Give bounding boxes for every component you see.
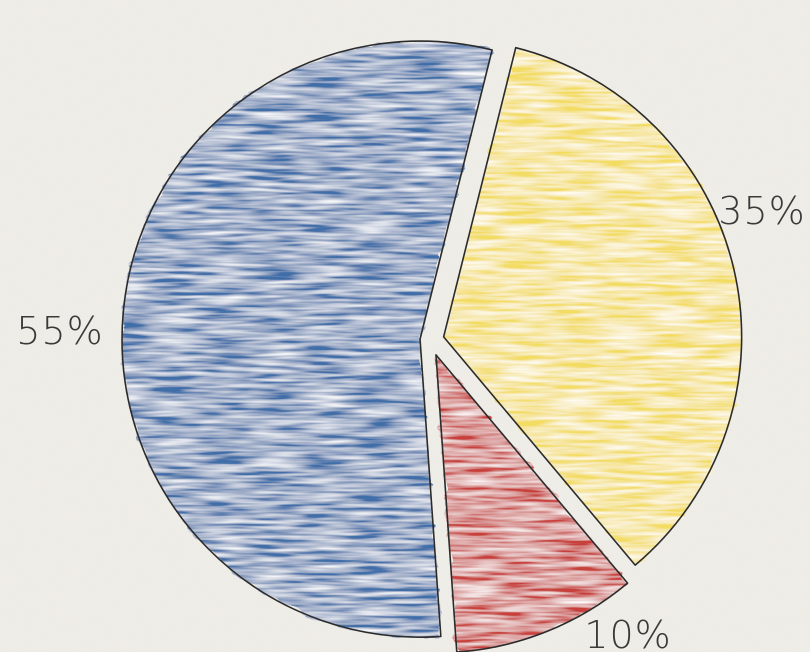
pie-slice-label: 35%	[718, 189, 805, 233]
pie-slice-55pct	[121, 40, 493, 638]
pie-slice-fill	[435, 354, 628, 652]
labels-layer: 55% 35% 10%	[16, 189, 805, 652]
pie-slice-outline	[442, 46, 743, 566]
slices-layer	[121, 40, 743, 652]
pie-slice-label: 55%	[16, 309, 103, 353]
pie-slice-label: 10%	[584, 613, 671, 652]
pie-slice-fill	[122, 41, 493, 638]
pie-slice-10pct	[435, 354, 629, 652]
pie-slice-outline	[121, 40, 493, 638]
pie-slice-outline	[435, 354, 629, 652]
pie-slice-35pct	[442, 46, 743, 566]
pie-slice-fill	[443, 47, 742, 566]
